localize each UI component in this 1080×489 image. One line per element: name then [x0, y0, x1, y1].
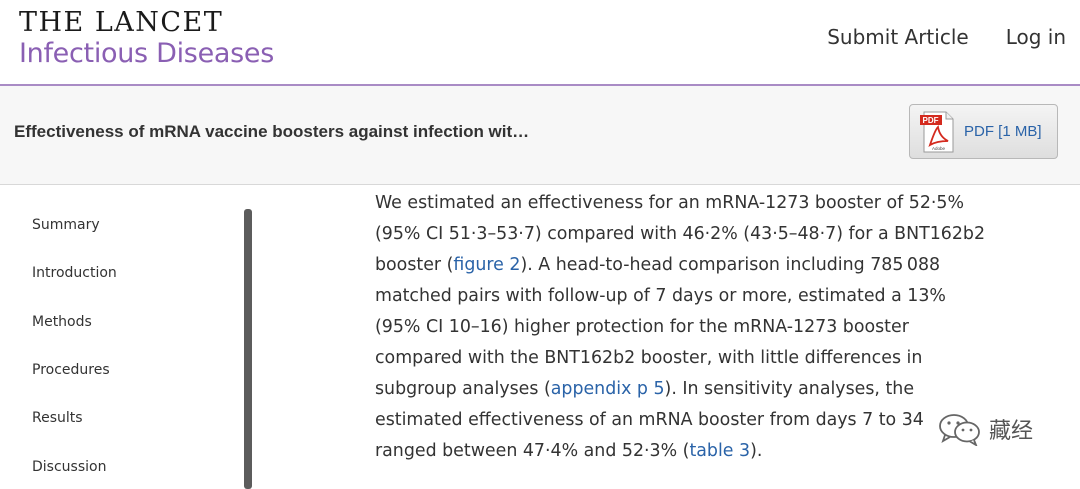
watermark-text: 藏经: [989, 419, 1034, 444]
journal-logo[interactable]: THE LANCET Infectious Diseases: [19, 8, 274, 70]
sidebar-item-methods[interactable]: Methods: [32, 314, 92, 330]
paragraph-line: compared with the BNT162b2 booster, with…: [375, 348, 923, 368]
sidebar-item-results[interactable]: Results: [32, 410, 83, 426]
paragraph-line: booster (figure 2). A head-to-head compa…: [375, 255, 941, 275]
paragraph-line: (95% CI 51·3–53·7) compared with 46·2% (…: [375, 224, 986, 244]
pdf-file-icon: PDF Adobe: [920, 111, 954, 152]
submit-article-link[interactable]: Submit Article: [827, 25, 969, 49]
article-toolbar: Effectiveness of mRNA vaccine boosters a…: [0, 86, 1080, 185]
header-nav: Submit Article Log in: [827, 25, 1066, 49]
paragraph-line: (95% CI 10–16) higher protection for the…: [375, 317, 909, 337]
article-title: Effectiveness of mRNA vaccine boosters a…: [14, 122, 530, 141]
paragraph-line: matched pairs with follow-up of 7 days o…: [375, 286, 946, 306]
article-sidebar-nav: Summary Introduction Methods Procedures …: [0, 185, 260, 489]
site-header: THE LANCET Infectious Diseases Submit Ar…: [0, 0, 1080, 86]
paragraph-line: estimated effectiveness of an mRNA boost…: [375, 410, 924, 430]
pdf-download-button[interactable]: PDF Adobe PDF [1 MB]: [909, 104, 1058, 159]
sidebar-item-procedures[interactable]: Procedures: [32, 362, 110, 378]
sidebar-item-summary[interactable]: Summary: [32, 217, 100, 233]
figure-2-link[interactable]: figure 2: [453, 255, 521, 275]
sidebar-scrollbar[interactable]: [244, 209, 252, 489]
login-link[interactable]: Log in: [1005, 25, 1066, 49]
logo-the-lancet: THE LANCET: [19, 7, 224, 38]
pdf-button-label: PDF [1 MB]: [964, 123, 1042, 140]
paragraph-line: ranged between 47·4% and 52·3% (table 3)…: [375, 441, 763, 461]
logo-infectious-diseases: Infectious Diseases: [19, 38, 274, 69]
appendix-p5-link[interactable]: appendix p 5: [550, 379, 665, 399]
wechat-icon: [939, 414, 980, 446]
paragraph-line: subgroup analyses (appendix p 5). In sen…: [375, 379, 915, 399]
svg-text:PDF: PDF: [923, 116, 939, 125]
sidebar-item-discussion[interactable]: Discussion: [32, 459, 107, 475]
table-3-link[interactable]: table 3: [689, 441, 751, 461]
wechat-watermark: 藏经: [937, 412, 1033, 446]
article-paragraph: We estimated an effectiveness for an mRN…: [375, 188, 986, 467]
sidebar-item-introduction[interactable]: Introduction: [32, 265, 117, 281]
svg-text:Adobe: Adobe: [932, 146, 946, 151]
paragraph-line: We estimated an effectiveness for an mRN…: [375, 193, 965, 213]
